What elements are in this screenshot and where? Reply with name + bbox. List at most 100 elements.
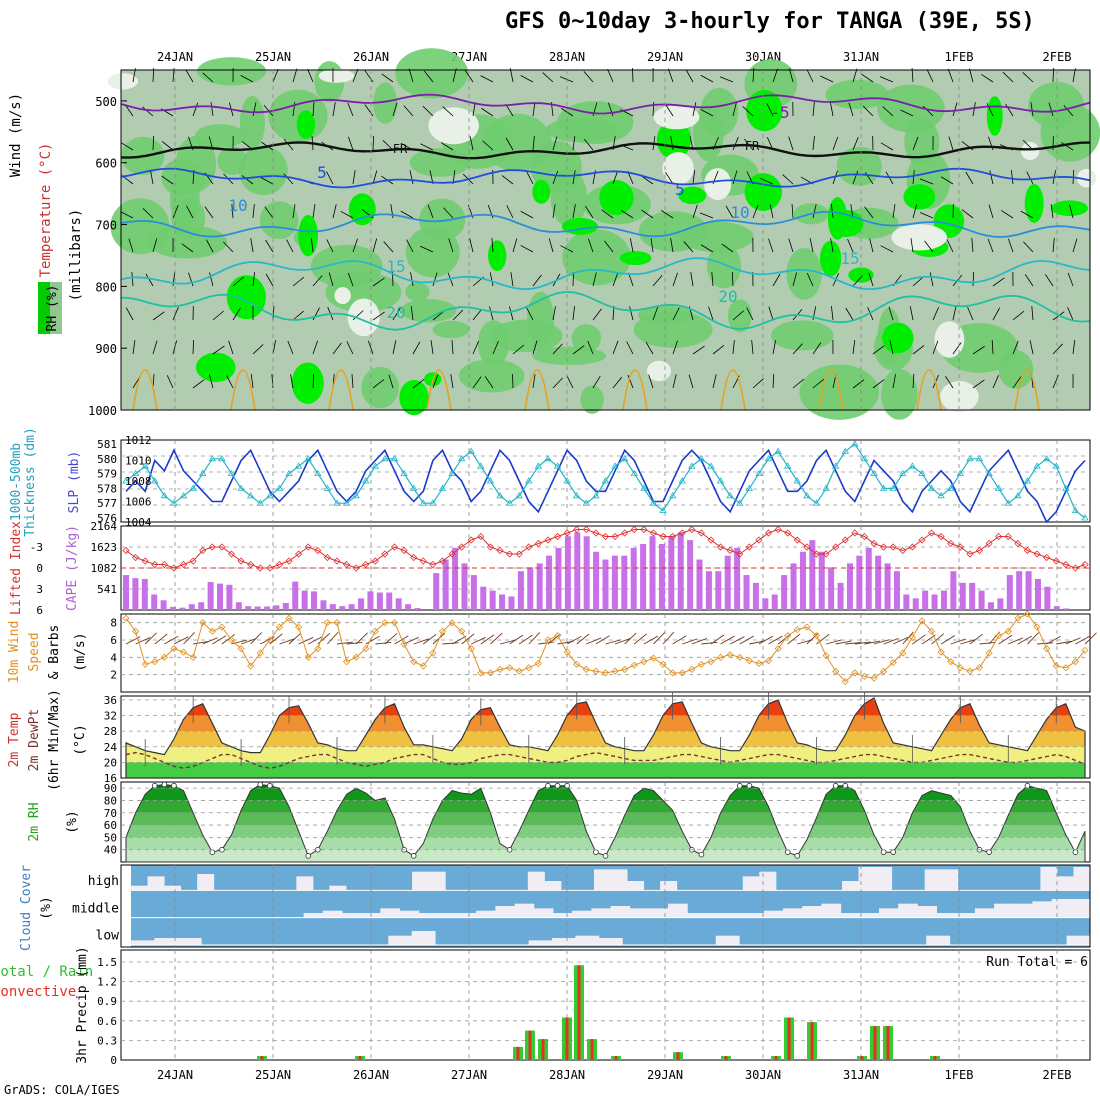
wind10-speed-point (601, 669, 610, 677)
wind10-speed-point (486, 669, 494, 677)
cloud-low-bar (528, 940, 553, 945)
lifted-index-point (870, 539, 878, 548)
ylabel-temp-units: (°C) (73, 724, 88, 755)
wind-barb (760, 177, 774, 185)
thickness-point (131, 469, 140, 476)
lifted-index-point (381, 550, 389, 558)
thickness-point (659, 506, 667, 513)
wind10-barb (1008, 637, 1024, 645)
thickness-point (534, 462, 543, 469)
wind-barb (312, 307, 320, 321)
lifted-index-point (553, 532, 562, 541)
isotherm-25 (230, 369, 256, 411)
cloud-low-bar (715, 935, 740, 945)
cape-bar (630, 547, 637, 610)
wind10-barb (710, 634, 725, 645)
wind-barb (1005, 103, 1014, 117)
wind-barb (128, 238, 134, 253)
wind10-barb (135, 637, 151, 645)
wind-barb (1029, 340, 1034, 355)
precip-panel-frame (120, 949, 1091, 1061)
wind-barb (572, 204, 576, 219)
wind-barb (142, 106, 154, 117)
wind-barb (792, 343, 803, 355)
thickness-point (266, 492, 274, 499)
wind10-barb (509, 634, 524, 645)
temp2m-tick-label: 20 (104, 756, 117, 769)
ylabel-wind10-barbs: & Barbs (47, 625, 62, 680)
rh-contour-mid (395, 48, 469, 99)
thickness-point (1062, 484, 1070, 491)
wind10-barb (691, 638, 707, 645)
wind-barb (292, 68, 298, 83)
lifted-index-point (822, 550, 830, 558)
wind-barb (1012, 310, 1025, 321)
wind-barb (971, 238, 974, 253)
isotherm-label: FR (393, 142, 408, 156)
wind10-barb (279, 638, 295, 645)
wind-barb (627, 374, 634, 389)
wind-barb (472, 102, 476, 117)
wind-barb (250, 238, 254, 253)
wind10-speed-point (304, 653, 312, 661)
cape-bar (207, 582, 214, 610)
isotherm-25 (720, 369, 746, 411)
wind-barb (484, 376, 494, 389)
ylabel-cape: CAPE (J/kg) (65, 525, 80, 611)
wind-barb (650, 238, 654, 253)
lifted-index-point (851, 529, 859, 537)
wind-barb (152, 135, 155, 151)
wind-barb (712, 374, 717, 389)
wind-barb (952, 102, 958, 117)
cape-bar (978, 590, 985, 610)
isotherm-25 (622, 369, 648, 411)
isotherm-25 (916, 369, 942, 411)
wind10-speed-point (640, 658, 648, 666)
wind-barb (552, 377, 563, 389)
wind-barb (452, 309, 464, 321)
cloud-level-label: high (88, 874, 119, 889)
cloud-middle-bar (380, 908, 401, 918)
wind-barb (862, 105, 874, 117)
cloud-high-bar (875, 867, 893, 891)
lifted-index-point (697, 529, 705, 537)
wind-barb (202, 72, 214, 83)
rh2m-point (267, 782, 273, 789)
rh-contour-low (1020, 141, 1040, 161)
wind-barb (868, 272, 874, 287)
wind-barb (929, 272, 934, 287)
wind-barb (352, 170, 356, 185)
wind-barb (381, 73, 394, 83)
rh2m-tick-label: 90 (104, 782, 117, 795)
pressure-tick-label: 800 (95, 280, 117, 294)
cape-bar (311, 591, 318, 610)
cape-bar (969, 582, 976, 610)
rh-contour-low (653, 105, 700, 130)
thickness-point (1071, 506, 1080, 513)
rh2m-point (736, 782, 743, 789)
cape-bar (940, 590, 947, 610)
wind-barb (427, 204, 434, 219)
slp-tick-label: 1010 (125, 455, 152, 468)
lifted-index-point (544, 536, 552, 544)
cape-bar (348, 604, 355, 610)
wind10-speed-point (1062, 664, 1070, 672)
thickness-point (841, 447, 849, 454)
cloud-high-bar (593, 869, 611, 891)
wind-barb (348, 136, 354, 151)
wind10-barb (979, 641, 996, 645)
wind-barb (912, 374, 915, 389)
wind10-barb (365, 635, 380, 645)
precip-convective-bar (358, 1056, 362, 1060)
wind10-barb (1037, 642, 1054, 645)
wind-barb (981, 74, 994, 83)
wind-barb (367, 340, 374, 355)
cape-tick-label: 541 (97, 583, 117, 596)
wind10-speed-point (314, 645, 322, 653)
precip-tick-label: 0.9 (97, 995, 117, 1008)
lifted-index-point (467, 536, 475, 544)
thickness-point (697, 455, 706, 462)
wind-barb (272, 306, 275, 321)
wind-barb (972, 345, 985, 355)
